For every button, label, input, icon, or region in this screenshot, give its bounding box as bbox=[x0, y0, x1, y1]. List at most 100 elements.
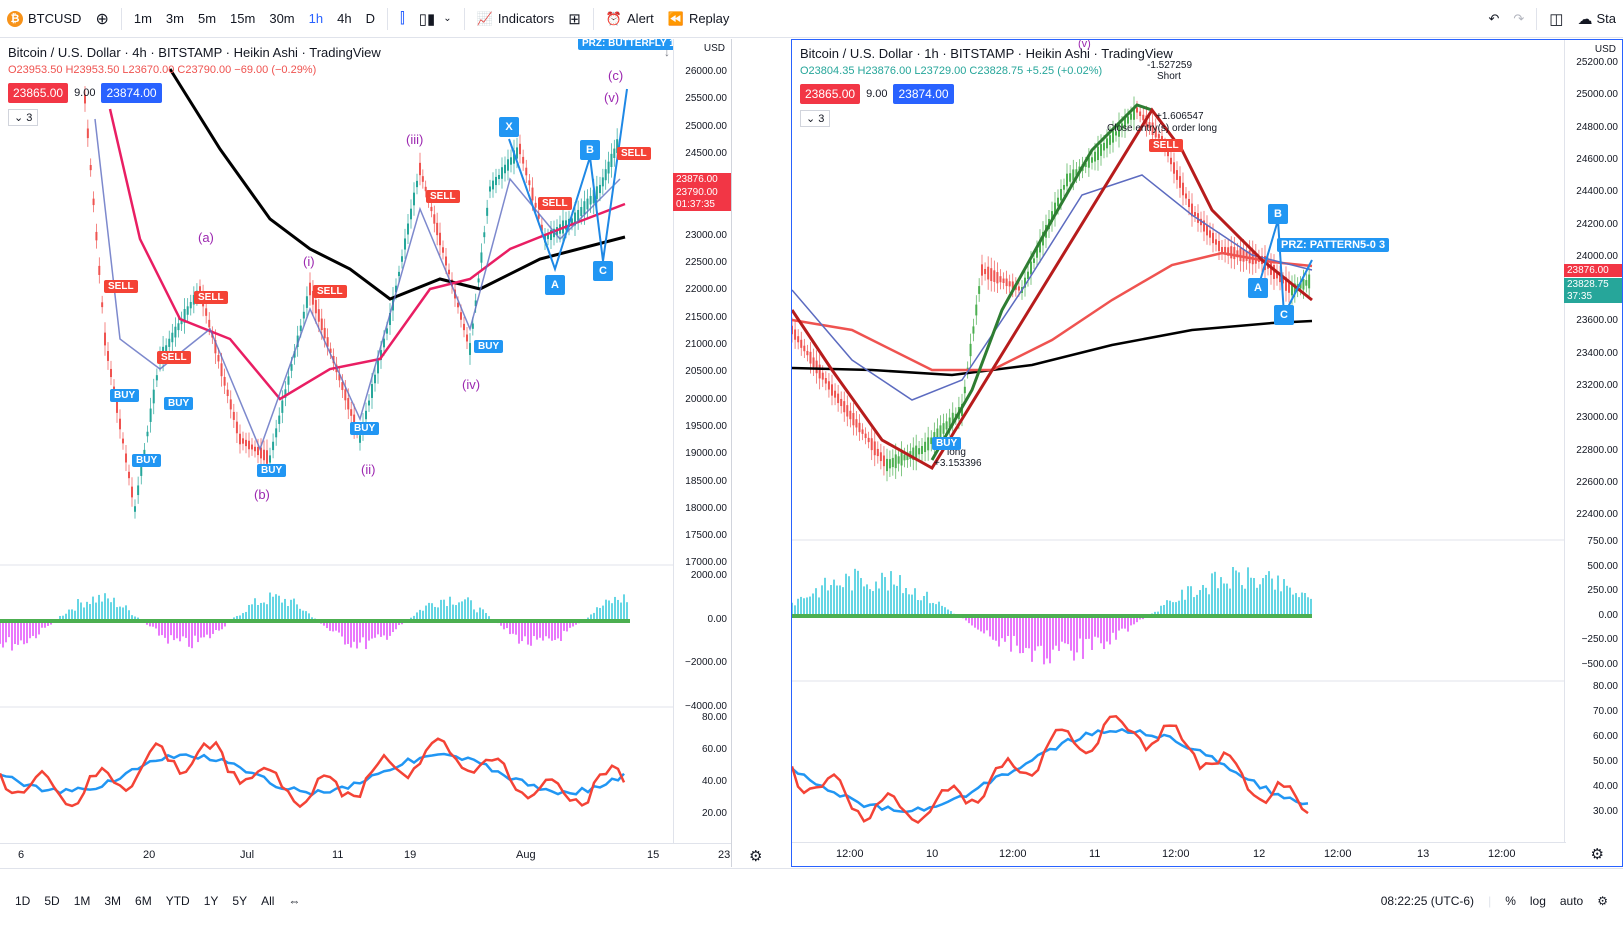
range-5y[interactable]: 5Y bbox=[232, 893, 248, 908]
candle-body bbox=[134, 506, 136, 512]
percent-scale-toggle[interactable]: % bbox=[1505, 893, 1516, 908]
candle-body bbox=[474, 300, 477, 307]
time-tick: 13 bbox=[1417, 848, 1430, 860]
price-tick: 17000.00 bbox=[685, 557, 727, 569]
candle-body bbox=[260, 447, 262, 459]
candle-body bbox=[492, 180, 494, 190]
redo-button[interactable]: ↷ bbox=[1506, 0, 1531, 37]
sell-signal: SELL bbox=[1149, 139, 1183, 152]
range-5d[interactable]: 5D bbox=[44, 893, 60, 908]
indicator-count: 3 bbox=[26, 112, 33, 124]
candle-body bbox=[972, 326, 975, 334]
candle-body bbox=[466, 334, 468, 342]
compare-add-button[interactable]: ⊕ bbox=[88, 0, 115, 37]
range-ytd[interactable]: YTD bbox=[165, 893, 190, 908]
timeframe-4h[interactable]: 4h bbox=[337, 11, 352, 26]
date-range-button[interactable]: ⇔ bbox=[281, 894, 307, 908]
bar-style-button[interactable]: ⫿ bbox=[393, 0, 412, 37]
range-6m[interactable]: 6M bbox=[135, 893, 152, 908]
candle-body bbox=[171, 332, 174, 343]
range-all[interactable]: All bbox=[261, 893, 275, 908]
settings-button[interactable]: ⚙ bbox=[1591, 845, 1604, 863]
log-scale-toggle[interactable]: log bbox=[1529, 893, 1546, 908]
candle-body bbox=[1121, 123, 1123, 130]
range-1d[interactable]: 1D bbox=[15, 893, 31, 908]
range-1m[interactable]: 1M bbox=[73, 893, 91, 908]
candle-body bbox=[1008, 281, 1011, 287]
candle-body bbox=[1212, 232, 1214, 244]
layout-split-button[interactable]: ◫ bbox=[1542, 0, 1570, 37]
candle-body bbox=[873, 441, 876, 456]
chart-type-button[interactable]: ▯▮ ⌄ bbox=[412, 0, 459, 37]
sell-signal: SELL bbox=[426, 190, 460, 203]
buy-price-button[interactable]: 23874.00 bbox=[893, 84, 954, 104]
timeframe-d[interactable]: D bbox=[365, 11, 375, 26]
candle-body bbox=[577, 209, 580, 221]
candle-body bbox=[607, 161, 610, 174]
chart-canvas-1h bbox=[792, 96, 1566, 825]
price-axis[interactable]: USD 25200.00 25000.00 24800.00 24600.00 2440… bbox=[1564, 40, 1622, 866]
buy-price-button[interactable]: 23874.00 bbox=[101, 83, 162, 103]
cloud-save-button[interactable]: ☁ Sta bbox=[1570, 0, 1623, 37]
candle-body bbox=[1273, 265, 1275, 279]
scale-settings-button[interactable]: ⚙ bbox=[1590, 894, 1615, 908]
range-1y[interactable]: 1Y bbox=[203, 893, 219, 908]
time-axis[interactable]: 12:00 10 12:00 11 12:00 12 12:00 13 12:00 bbox=[792, 842, 1566, 866]
time-tick: 11 bbox=[332, 849, 344, 861]
timeframe-5m[interactable]: 5m bbox=[197, 11, 217, 26]
currency-selector[interactable]: USD bbox=[703, 43, 725, 54]
indicators-button[interactable]: 📈 Indicators bbox=[470, 0, 562, 37]
settings-button[interactable]: ⚙ bbox=[749, 847, 762, 865]
undo-button[interactable]: ↶ bbox=[1481, 0, 1506, 37]
alert-button[interactable]: ⏰ Alert bbox=[599, 0, 661, 37]
timeframe-3m[interactable]: 3m bbox=[165, 11, 184, 26]
timeframe-1m[interactable]: 1m bbox=[133, 11, 152, 26]
price-tick: 19000.00 bbox=[685, 448, 727, 460]
currency-selector[interactable]: USD bbox=[1594, 44, 1616, 55]
time-tick: 12:00 bbox=[836, 848, 864, 860]
price-tick: 23000.00 bbox=[685, 229, 727, 241]
candle-body bbox=[870, 438, 873, 451]
price-axis[interactable]: USD 26000.0025500.0025000.0024500.002400… bbox=[673, 39, 731, 867]
auto-scale-toggle[interactable]: auto bbox=[1559, 893, 1584, 908]
alert-label: Alert bbox=[627, 11, 654, 26]
candle-body bbox=[495, 176, 497, 186]
candle-body bbox=[1308, 274, 1311, 289]
candle-body bbox=[1209, 230, 1211, 238]
gear-icon: ⚙ bbox=[1590, 846, 1604, 863]
indicators-collapse-toggle[interactable]: ⌄ 3 bbox=[8, 109, 39, 126]
indicators-collapse-toggle[interactable]: ⌄ 3 bbox=[800, 110, 831, 127]
layout-button[interactable]: ⊞ bbox=[561, 0, 588, 37]
range-3m[interactable]: 3M bbox=[104, 893, 122, 908]
candle-body bbox=[155, 375, 158, 381]
candle-body bbox=[436, 222, 439, 236]
candle-body bbox=[1112, 130, 1114, 143]
timeframe-1h[interactable]: 1h bbox=[308, 11, 324, 26]
undo-icon: ↶ bbox=[1488, 10, 1500, 26]
timeframe-30m[interactable]: 30m bbox=[269, 11, 295, 26]
bar-countdown: 01:37:35 bbox=[673, 198, 731, 211]
candle-body bbox=[377, 360, 379, 374]
clock-readout[interactable]: 08:22:25 (UTC-6) bbox=[1380, 893, 1475, 908]
candle-body bbox=[302, 311, 305, 319]
sell-price-button[interactable]: 23865.00 bbox=[8, 83, 69, 103]
candle-body bbox=[1154, 127, 1157, 138]
time-axis[interactable]: 6 20 Jul 11 19 Aug 15 23 bbox=[0, 843, 731, 867]
symbol-search[interactable]: ₿ BTCUSD bbox=[0, 0, 88, 37]
chart-pane-4h[interactable]: Bitcoin / U.S. Dollar · 4h · BITSTAMP · … bbox=[0, 39, 732, 867]
sell-price-button[interactable]: 23865.00 bbox=[800, 84, 861, 104]
divider bbox=[463, 7, 465, 30]
price-tick: 22400.00 bbox=[1576, 509, 1618, 521]
timeframe-15m[interactable]: 15m bbox=[230, 11, 256, 26]
candle-body bbox=[92, 198, 95, 206]
candle-body bbox=[501, 167, 503, 179]
candle-body bbox=[918, 448, 921, 455]
candle-body bbox=[1005, 278, 1008, 287]
move-down-icon[interactable]: ↓ bbox=[664, 45, 670, 59]
candle-body bbox=[192, 295, 195, 305]
candle-body bbox=[903, 454, 906, 461]
replay-button[interactable]: ⏪ Replay bbox=[661, 0, 737, 37]
candle-body bbox=[257, 446, 259, 456]
candle-body bbox=[803, 345, 806, 352]
chart-pane-1h[interactable]: Bitcoin / U.S. Dollar · 1h · BITSTAMP · … bbox=[791, 39, 1623, 867]
